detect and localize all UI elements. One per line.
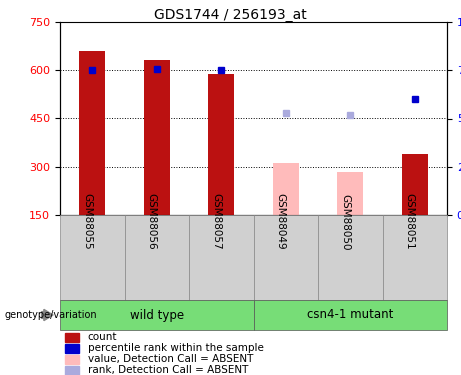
Bar <box>60 215 124 300</box>
Bar <box>65 355 79 364</box>
Bar <box>337 172 363 215</box>
Bar <box>383 215 447 300</box>
Text: GSM88049: GSM88049 <box>276 194 286 250</box>
Bar <box>254 300 447 330</box>
Bar <box>124 215 189 300</box>
Text: percentile rank within the sample: percentile rank within the sample <box>88 343 264 353</box>
Text: rank, Detection Call = ABSENT: rank, Detection Call = ABSENT <box>88 364 248 375</box>
Text: GSM88051: GSM88051 <box>405 194 415 250</box>
Bar <box>189 215 254 300</box>
Text: GSM88057: GSM88057 <box>211 194 221 250</box>
Bar <box>402 154 428 215</box>
Bar <box>273 163 299 215</box>
Text: GSM88055: GSM88055 <box>82 194 92 250</box>
Text: csn4-1 mutant: csn4-1 mutant <box>307 309 393 321</box>
Bar <box>60 300 254 330</box>
Bar <box>208 74 234 215</box>
Text: GSM88050: GSM88050 <box>340 194 350 250</box>
Bar <box>254 215 318 300</box>
Text: count: count <box>88 332 117 342</box>
Text: GDS1744 / 256193_at: GDS1744 / 256193_at <box>154 8 307 22</box>
Text: value, Detection Call = ABSENT: value, Detection Call = ABSENT <box>88 354 253 364</box>
Bar <box>65 333 79 342</box>
Text: wild type: wild type <box>130 309 184 321</box>
Bar <box>144 60 170 215</box>
Bar <box>79 51 105 215</box>
Bar <box>65 366 79 375</box>
Bar <box>318 215 383 300</box>
Text: genotype/variation: genotype/variation <box>5 310 97 320</box>
Bar <box>65 344 79 353</box>
Text: GSM88056: GSM88056 <box>147 194 157 250</box>
